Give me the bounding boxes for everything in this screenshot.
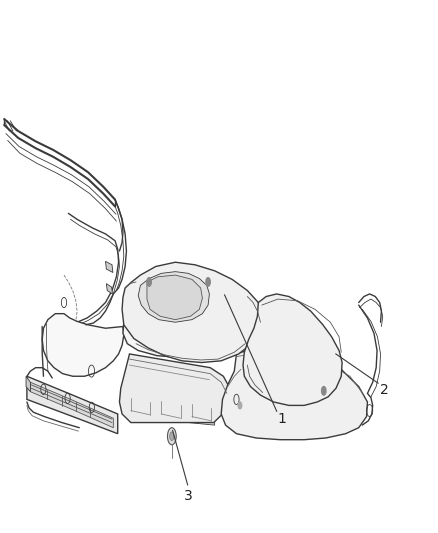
Polygon shape <box>106 261 113 272</box>
Circle shape <box>206 278 210 286</box>
Polygon shape <box>122 262 263 362</box>
Circle shape <box>170 432 174 441</box>
Polygon shape <box>147 275 202 320</box>
Polygon shape <box>27 376 118 434</box>
Circle shape <box>238 402 242 409</box>
Polygon shape <box>42 313 124 376</box>
Polygon shape <box>243 294 342 406</box>
Polygon shape <box>26 376 30 392</box>
Circle shape <box>147 278 151 286</box>
Polygon shape <box>127 393 153 419</box>
Circle shape <box>167 427 176 445</box>
Polygon shape <box>188 399 215 425</box>
Text: 2: 2 <box>380 383 389 397</box>
Polygon shape <box>221 345 367 440</box>
Polygon shape <box>106 284 113 294</box>
Polygon shape <box>30 382 113 427</box>
Circle shape <box>321 386 326 395</box>
Polygon shape <box>138 272 209 322</box>
Polygon shape <box>123 292 244 358</box>
Polygon shape <box>158 397 184 423</box>
Text: 3: 3 <box>184 489 193 503</box>
Polygon shape <box>120 354 230 423</box>
Text: 1: 1 <box>278 412 287 426</box>
